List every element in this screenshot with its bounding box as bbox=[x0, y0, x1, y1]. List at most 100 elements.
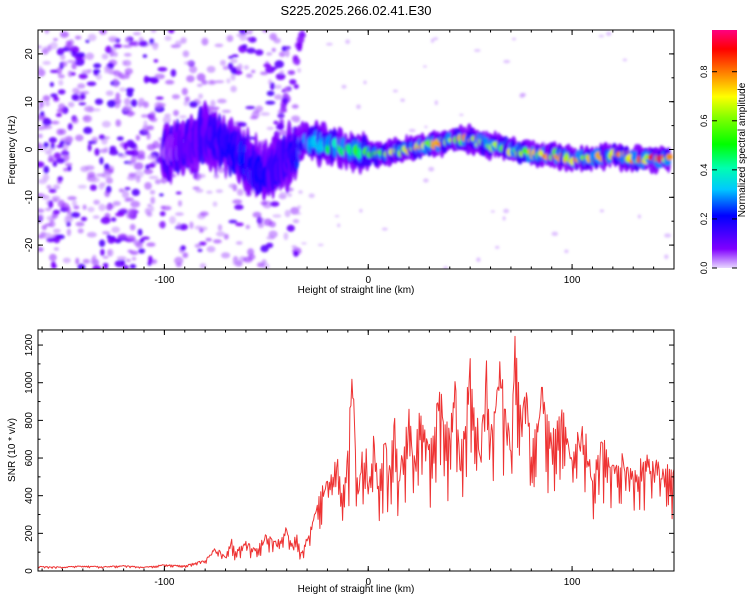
heatmap-noise-cell bbox=[121, 190, 130, 199]
colorbar-tick-label: 0.0 bbox=[699, 262, 709, 275]
heatmap-noise-cell bbox=[159, 211, 166, 217]
heatmap-noise-cell bbox=[434, 100, 438, 106]
heatmap-noise-cell bbox=[87, 33, 97, 42]
heatmap-noise-cell bbox=[80, 216, 88, 222]
spectrogram-xlabel: Height of straight line (km) bbox=[298, 285, 415, 296]
heatmap-noise-cell bbox=[147, 154, 157, 160]
heatmap-noise-cell bbox=[285, 49, 290, 58]
heatmap-noise-cell bbox=[270, 201, 280, 207]
heatmap-noise-cell bbox=[138, 248, 146, 254]
heatmap-noise-cell bbox=[56, 47, 65, 56]
heatmap-noise-cell bbox=[38, 208, 45, 213]
heatmap-noise-cell bbox=[284, 209, 291, 218]
heatmap-noise-cell bbox=[142, 54, 148, 58]
heatmap-noise-cell bbox=[42, 95, 51, 102]
x-tick-label: 0 bbox=[365, 275, 371, 286]
heatmap-noise-cell bbox=[111, 226, 120, 233]
heatmap-noise-cell bbox=[50, 143, 55, 149]
heatmap-noise-cell bbox=[249, 115, 258, 120]
heatmap-noise-cell bbox=[154, 101, 163, 110]
heatmap-noise-cell bbox=[124, 150, 134, 156]
heatmap-noise-cell bbox=[98, 203, 106, 212]
heatmap-noise-cell bbox=[196, 83, 203, 88]
heatmap-noise-cell bbox=[125, 258, 131, 263]
heatmap-noise-cell bbox=[217, 166, 225, 174]
heatmap-noise-cell bbox=[277, 123, 285, 130]
heatmap-noise-cell bbox=[137, 102, 143, 108]
heatmap-noise-cell bbox=[92, 254, 97, 261]
heatmap-noise-cell bbox=[42, 118, 52, 126]
heatmap-noise-cell bbox=[56, 179, 63, 184]
colorbar: 0.0 0.2 0.4 0.6 0.8 Normalized spectral ampl… bbox=[699, 30, 748, 274]
heatmap-noise-cell bbox=[41, 224, 47, 231]
heatmap-noise-cell bbox=[53, 38, 58, 42]
heatmap-noise-cell bbox=[345, 39, 350, 44]
heatmap-noise-cell bbox=[93, 63, 102, 69]
heatmap-noise-cell bbox=[71, 62, 77, 70]
heatmap-noise-cell bbox=[56, 108, 65, 114]
heatmap-noise-cell bbox=[130, 99, 138, 107]
heatmap-noise-cell bbox=[49, 253, 57, 262]
heatmap-noise-cell bbox=[101, 120, 111, 128]
heatmap-noise-cell bbox=[210, 99, 216, 108]
heatmap-noise-cell bbox=[103, 265, 108, 269]
heatmap-noise-cell bbox=[125, 37, 130, 44]
heatmap-noise-cell bbox=[356, 104, 361, 110]
heatmap-noise-cell bbox=[206, 190, 213, 194]
heatmap-noise-cell bbox=[243, 65, 249, 70]
heatmap-noise-cell bbox=[57, 89, 66, 95]
heatmap-noise-cell bbox=[101, 53, 109, 60]
heatmap-noise-cell bbox=[102, 255, 109, 259]
heatmap-noise-cell bbox=[186, 75, 195, 83]
heatmap-noise-cell bbox=[50, 41, 58, 50]
heatmap-noise-cell bbox=[197, 248, 203, 252]
heatmap-noise-cell bbox=[189, 65, 198, 74]
heatmap-noise-cell bbox=[182, 252, 189, 259]
colorbar-tick-label: 0.2 bbox=[699, 213, 709, 226]
heatmap-noise-cell bbox=[274, 60, 285, 69]
heatmap-noise-cell bbox=[214, 80, 225, 84]
heatmap-noise-cell bbox=[246, 47, 256, 54]
x-tick-label: 0 bbox=[365, 577, 371, 588]
heatmap-noise-cell bbox=[255, 49, 264, 56]
heatmap-noise-cell bbox=[273, 37, 281, 44]
heatmap-noise-cell bbox=[122, 264, 129, 269]
heatmap-noise-cell bbox=[257, 222, 264, 229]
heatmap-noise-cell bbox=[46, 237, 56, 243]
heatmap-noise-cell bbox=[130, 200, 141, 208]
heatmap-noise-cell bbox=[275, 73, 286, 81]
heatmap-noise-cell bbox=[207, 106, 215, 114]
heatmap-noise-cell bbox=[73, 205, 80, 210]
heatmap-noise-cell bbox=[245, 106, 256, 110]
heatmap-noise-cell bbox=[247, 248, 255, 257]
heatmap-noise-cell bbox=[164, 113, 171, 118]
heatmap-noise-cell bbox=[80, 165, 89, 173]
heatmap-noise-cell bbox=[289, 79, 297, 85]
heatmap-noise-cell bbox=[126, 110, 134, 117]
heatmap-noise-cell bbox=[45, 101, 50, 107]
y-tick-label: 0 bbox=[24, 146, 35, 152]
heatmap-noise-cell bbox=[271, 66, 278, 70]
heatmap-noise-cell bbox=[213, 239, 222, 244]
heatmap-noise-cell bbox=[67, 196, 77, 201]
heatmap-noise-cell bbox=[160, 177, 168, 184]
heatmap-noise-cell bbox=[103, 66, 110, 70]
heatmap-noise-cell bbox=[503, 208, 510, 214]
heatmap-noise-cell bbox=[144, 207, 151, 215]
heatmap-noise-cell bbox=[53, 96, 59, 101]
heatmap-noise-cell bbox=[198, 93, 204, 99]
heatmap-noise-cell bbox=[263, 218, 273, 226]
heatmap-noise-cell bbox=[476, 257, 481, 263]
heatmap-noise-cell bbox=[283, 86, 291, 93]
heatmap-noise-cell bbox=[424, 125, 428, 129]
heatmap-noise-cell bbox=[119, 87, 126, 92]
heatmap-noise-cell bbox=[179, 115, 187, 119]
heatmap-noise-cell bbox=[134, 170, 144, 179]
heatmap-noise-cell bbox=[123, 105, 129, 112]
heatmap-noise-cell bbox=[159, 193, 164, 197]
heatmap-noise-cell bbox=[259, 217, 265, 221]
heatmap-noise-cell bbox=[65, 162, 73, 167]
snr-series-line bbox=[38, 335, 674, 569]
heatmap-noise-cell bbox=[52, 198, 58, 203]
heatmap-noise-cell bbox=[146, 242, 156, 247]
